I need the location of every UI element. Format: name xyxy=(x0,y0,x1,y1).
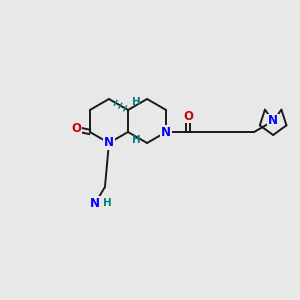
Text: N: N xyxy=(104,136,114,149)
Text: N: N xyxy=(90,197,100,210)
Text: N: N xyxy=(268,115,278,128)
Text: H: H xyxy=(103,197,112,208)
Text: O: O xyxy=(71,122,81,136)
Text: N: N xyxy=(161,125,171,139)
Text: H: H xyxy=(132,135,141,145)
Text: O: O xyxy=(183,110,193,122)
Text: H: H xyxy=(132,97,141,107)
